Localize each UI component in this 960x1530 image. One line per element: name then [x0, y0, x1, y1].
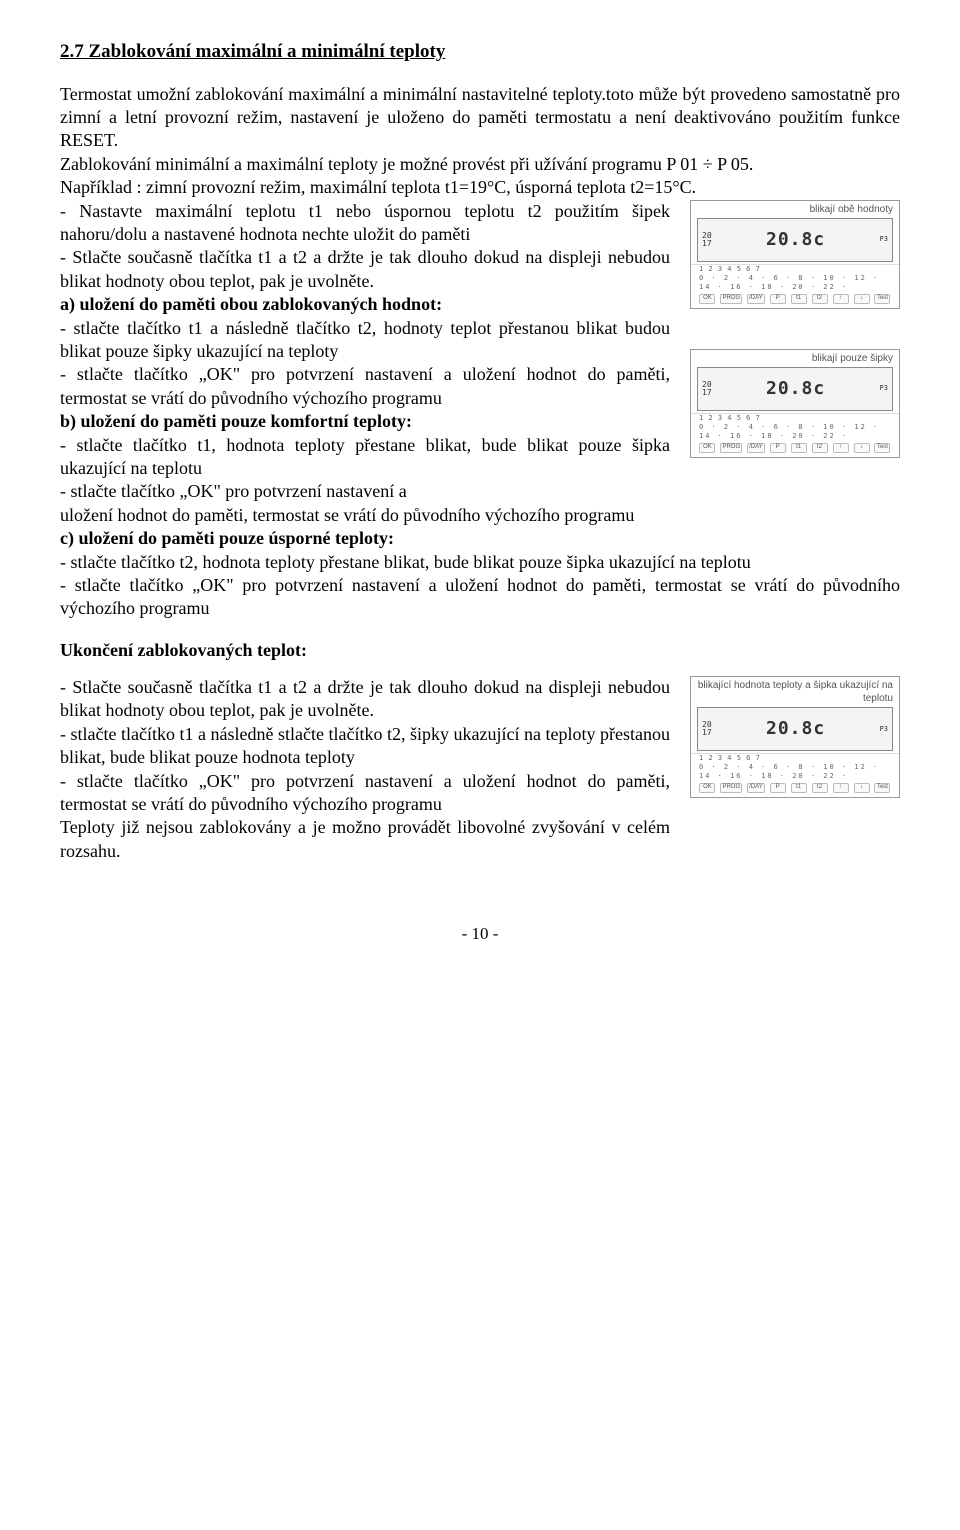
day-row: 1 2 3 4 5 6 7: [691, 753, 899, 763]
b-head: b) uložení do paměti pouze komfortní tep…: [60, 411, 412, 431]
bullet-2: - Stlačte současně tlačítka t1 a t2 a dr…: [60, 246, 670, 293]
day-row: 1 2 3 4 5 6 7: [691, 264, 899, 274]
b-line-1: - stlačte tlačítko t1, hodnota teploty p…: [60, 434, 670, 481]
day-row: 1 2 3 4 5 6 7: [691, 413, 899, 423]
button-row: OKPROG/DAYPt1t2↑↓Test: [691, 441, 899, 453]
thermostat-figure-1: blikají obě hodnoty 2017 20.8c P3 1 2 3 …: [690, 200, 900, 309]
a-head: a) uložení do paměti obou zablokovaných …: [60, 294, 442, 314]
temp-display: 20.8c: [766, 228, 825, 251]
thermostat-figure-3: blikající hodnota teploty a šipka ukazuj…: [690, 676, 900, 798]
left-column: - Nastavte maximální teplotu t1 nebo úsp…: [60, 200, 670, 504]
c-line-2: - stlačte tlačítko „OK" pro potvrzení na…: [60, 574, 900, 621]
paragraph-2: Zablokování minimální a maximální teplot…: [60, 153, 900, 176]
right-column-figures: blikají obě hodnoty 2017 20.8c P3 1 2 3 …: [690, 200, 900, 458]
end-line-4: Teploty již nejsou zablokovány a je možn…: [60, 816, 670, 863]
b-line-2-partial: - stlačte tlačítko „OK" pro potvrzení na…: [60, 480, 670, 503]
a-line-1: - stlačte tlačítko t1 a následně tlačítk…: [60, 317, 670, 364]
temp-display: 20.8c: [766, 717, 825, 740]
button-row: OKPROG/DAYPt1t2↑↓Test: [691, 292, 899, 304]
scale-row: 0 · 2 · 4 · 6 · 8 · 10 · 12 · 14 · 16 · …: [691, 274, 899, 292]
figure-caption-3: blikající hodnota teploty a šipka ukazuj…: [691, 679, 899, 705]
subtitle-end: Ukončení zablokovaných teplot:: [60, 639, 900, 662]
end-line-3: - stlačte tlačítko „OK" pro potvrzení na…: [60, 770, 670, 817]
lcd-screen: 2017 20.8c P3: [697, 218, 893, 262]
left-column-2: - Stlačte současně tlačítka t1 a t2 a dr…: [60, 676, 670, 863]
lcd-screen: 2017 20.8c P3: [697, 707, 893, 751]
lcd-screen: 2017 20.8c P3: [697, 367, 893, 411]
bullet-1: - Nastavte maximální teplotu t1 nebo úsp…: [60, 200, 670, 247]
figure-caption-1: blikají obě hodnoty: [691, 203, 899, 216]
right-column-figures-2: blikající hodnota teploty a šipka ukazuj…: [690, 676, 900, 798]
thermostat-figure-2: blikají pouze šipky 2017 20.8c P3 1 2 3 …: [690, 349, 900, 458]
end-line-2: - stlačte tlačítko t1 a následně stlačte…: [60, 723, 670, 770]
scale-row: 0 · 2 · 4 · 6 · 8 · 10 · 12 · 14 · 16 · …: [691, 763, 899, 781]
section-title: 2.7 Zablokování maximální a minimální te…: [60, 40, 900, 65]
page-number: - 10 -: [60, 923, 900, 945]
temp-display: 20.8c: [766, 377, 825, 400]
figure-caption-2: blikají pouze šipky: [691, 352, 899, 365]
a-line-2: - stlačte tlačítko „OK" pro potvrzení na…: [60, 363, 670, 410]
paragraph-3: Například : zimní provozní režim, maximá…: [60, 176, 900, 199]
intro-paragraph: Termostat umožní zablokování maximální a…: [60, 83, 900, 153]
c-line-1: - stlačte tlačítko t2, hodnota teploty p…: [60, 551, 900, 574]
c-head: c) uložení do paměti pouze úsporné teplo…: [60, 528, 394, 548]
scale-row: 0 · 2 · 4 · 6 · 8 · 10 · 12 · 14 · 16 · …: [691, 423, 899, 441]
button-row: OKPROG/DAYPt1t2↑↓Test: [691, 781, 899, 793]
b-line-2-rest: uložení hodnot do paměti, termostat se v…: [60, 504, 900, 527]
end-line-1: - Stlačte současně tlačítka t1 a t2 a dr…: [60, 676, 670, 723]
